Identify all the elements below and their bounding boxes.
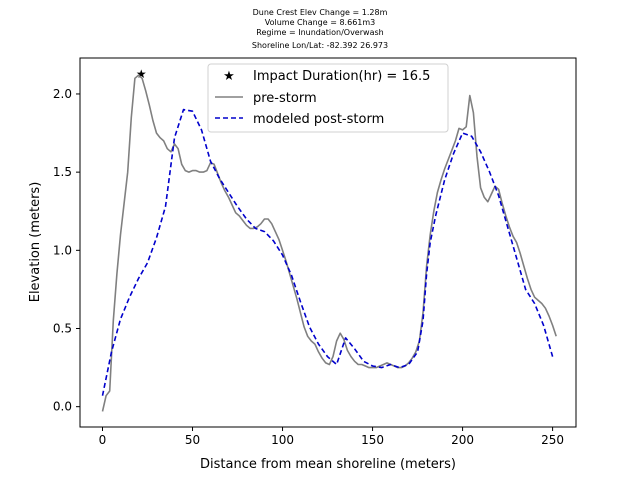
- y-tick-label: 2.0: [53, 87, 72, 101]
- pre-storm-line: [101, 74, 557, 412]
- series-layer: ★: [101, 67, 557, 412]
- legend-label-impact: Impact Duration(hr) = 16.5: [253, 69, 430, 84]
- x-tick-label: 150: [361, 433, 384, 447]
- y-axis: 0.0 0.5 1.0 1.5 2.0: [53, 87, 80, 414]
- legend-star-marker: ★: [223, 69, 235, 84]
- x-axis: 0 50 100 150 200 250: [99, 427, 564, 447]
- y-tick-label: 1.0: [53, 243, 72, 257]
- x-axis-label: Distance from mean shoreline (meters): [200, 457, 456, 472]
- x-tick-label: 100: [271, 433, 294, 447]
- y-tick-label: 0.5: [53, 321, 72, 335]
- y-tick-label: 1.5: [53, 165, 72, 179]
- chart-title-line-1: Dune Crest Elev Change = 1.28m: [252, 8, 388, 17]
- plot-frame: [79, 57, 577, 428]
- legend-box: [207, 63, 449, 133]
- chart-title-line-2: Volume Change = 8.661m3: [264, 18, 376, 27]
- x-tick-label: 50: [185, 433, 200, 447]
- post-storm-line: [101, 108, 554, 396]
- legend-label-post-storm: modeled post-storm: [253, 112, 384, 127]
- chart-title-line-3: Regime = Inundation/Overwash: [256, 28, 384, 37]
- y-tick-label: 0.0: [53, 400, 72, 414]
- x-tick-label: 200: [451, 433, 474, 447]
- impact-duration-marker: ★: [136, 67, 147, 81]
- legend: ★ Impact Duration(hr) = 16.5 pre-storm m…: [207, 63, 449, 133]
- legend-label-pre-storm: pre-storm: [253, 91, 317, 106]
- y-axis-label: Elevation (meters): [28, 182, 43, 303]
- x-tick-label: 0: [99, 433, 107, 447]
- chart-title-line-4: Shoreline Lon/Lat: -82.392 26.973: [251, 41, 389, 50]
- x-tick-label: 250: [541, 433, 564, 447]
